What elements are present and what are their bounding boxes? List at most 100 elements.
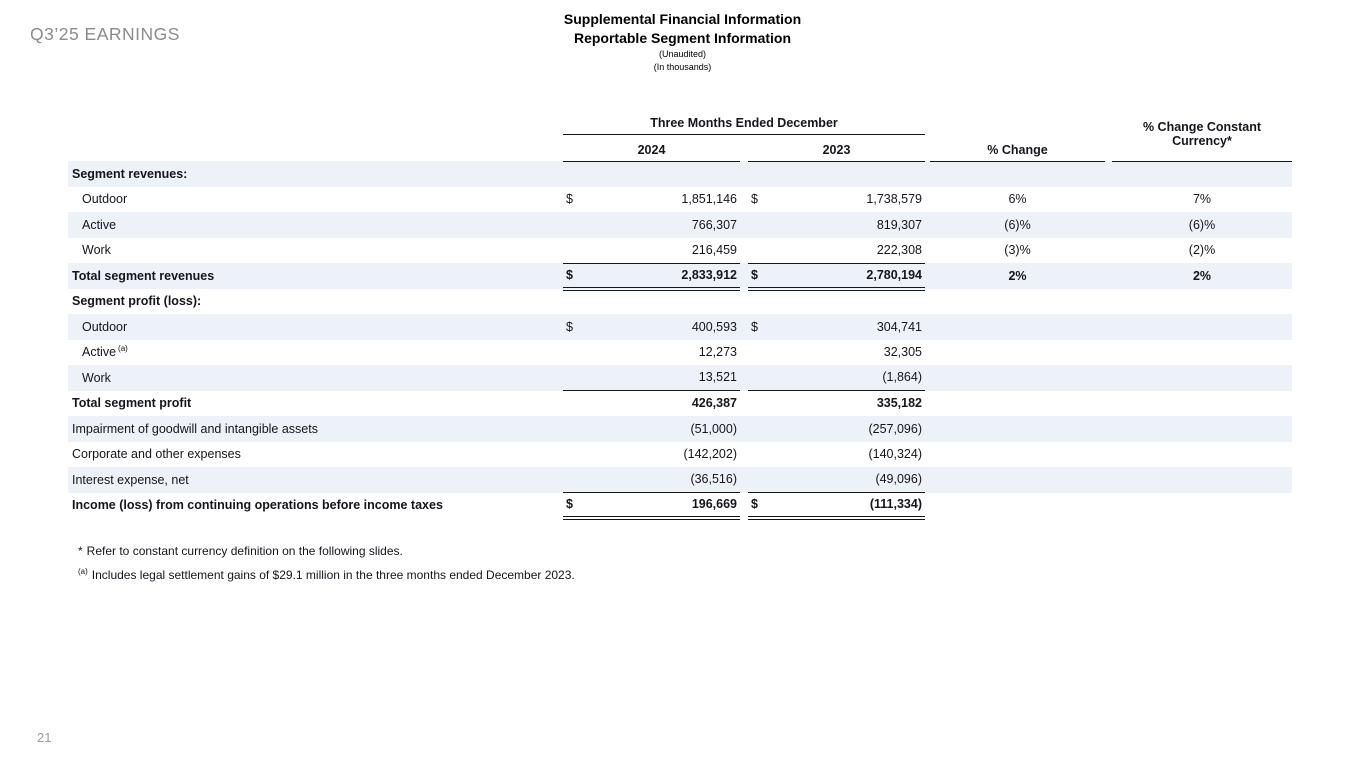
gap-cell xyxy=(740,161,748,187)
value-cell-2023: (1,864) xyxy=(748,365,925,391)
row-label: Interest expense, net xyxy=(72,472,189,487)
value-2023: 222,308 xyxy=(876,242,922,257)
gap-cell xyxy=(740,416,748,442)
value-pct-change: (6)% xyxy=(930,212,1105,238)
value-cell-2024: (36,516) xyxy=(563,467,740,493)
value-cell-2023: 32,305 xyxy=(748,340,925,366)
value-2023: 32,305 xyxy=(883,345,922,359)
value-pct-change: 2% xyxy=(930,263,1105,289)
header-label-spacer xyxy=(68,110,563,161)
row-label-cell: Outdoor xyxy=(68,187,563,213)
gap-cell xyxy=(740,212,748,238)
value-pct-change xyxy=(930,467,1105,493)
value-2024: 13,521 xyxy=(698,370,737,385)
table-row: Impairment of goodwill and intangible as… xyxy=(68,416,1292,442)
row-label-cell: Active xyxy=(68,212,563,238)
value-pct-change xyxy=(930,289,1105,315)
value-pct-change-constant-currency xyxy=(1112,161,1292,187)
value-pct-change: 6% xyxy=(1008,192,1027,206)
value-cell-2023: 222,308 xyxy=(748,237,925,264)
footnote-star-marker: * xyxy=(78,544,83,558)
row-label: Total segment profit xyxy=(72,396,192,410)
slide-title-line1: Supplemental Financial Information xyxy=(563,11,802,27)
gap-cell xyxy=(925,365,930,391)
value-cell-2023: 335,182 xyxy=(748,391,925,417)
row-label: Segment profit (loss): xyxy=(72,294,202,308)
gap-cell xyxy=(740,391,748,417)
value-cell-2023 xyxy=(748,161,925,187)
gap-cell xyxy=(1105,493,1112,519)
slide-subtitle-in-thousands: (In thousands) xyxy=(653,61,712,72)
value-pct-change xyxy=(930,493,1105,519)
column-group-header: Three Months Ended December xyxy=(563,110,925,135)
row-label-cell: Interest expense, net xyxy=(68,467,563,493)
table-row: Active (a) 12,273 32,305 xyxy=(68,340,1292,366)
value-pct-change-constant-currency xyxy=(1112,416,1292,442)
table-row: Work 13,521 (1,864) xyxy=(68,365,1292,391)
value-cell-2023: 819,307 xyxy=(748,212,925,238)
gap-cell xyxy=(740,365,748,391)
row-label-cell: Corporate and other expenses xyxy=(68,442,563,468)
row-label: Active xyxy=(82,217,117,232)
column-header-pcc-text: % Change Constant Currency* xyxy=(1142,119,1262,149)
value-pct-change xyxy=(930,391,1105,417)
value-cell-2023: $2,780,194 xyxy=(748,263,925,291)
table-row: Total segment profit 426,387 335,182 xyxy=(68,391,1292,417)
column-header-pct-change: % Change xyxy=(930,110,1105,162)
value-2023: (1,864) xyxy=(882,370,922,385)
value-pct-change-constant-currency xyxy=(1112,493,1292,519)
row-label-cell: Work xyxy=(68,238,563,264)
row-label-cell: Income (loss) from continuing operations… xyxy=(68,493,563,519)
header-row-years: 2024 2023 xyxy=(68,134,1292,162)
slide-eyebrow: Q3’25 EARNINGS xyxy=(30,24,180,44)
value-2024: (51,000) xyxy=(690,421,737,436)
value-2024: 12,273 xyxy=(698,345,737,359)
value-2023: (257,096) xyxy=(868,421,922,436)
value-2024: 766,307 xyxy=(691,217,737,232)
table-row: Interest expense, net (36,516) (49,096) xyxy=(68,467,1292,493)
row-label-cell: Segment revenues: xyxy=(68,161,563,187)
footnote-legal-settlement: (a) Includes legal settlement gains of $2… xyxy=(78,567,575,582)
row-label: Segment revenues: xyxy=(72,166,188,181)
gap-cell xyxy=(1105,212,1112,238)
gap-cell xyxy=(1105,340,1112,366)
footnote-a-marker: (a) xyxy=(78,567,88,577)
gap-cell xyxy=(925,263,930,289)
gap-cell xyxy=(740,238,748,264)
page-number: 21 xyxy=(37,730,52,745)
column-header-2024: 2024 xyxy=(563,134,740,162)
footnote-constant-currency: * Refer to constant currency definition o… xyxy=(78,544,575,558)
dollar-sign-2024: $ xyxy=(566,319,573,334)
value-cell-2024: 426,387 xyxy=(563,391,740,417)
value-pct-change: (3)% xyxy=(1004,243,1031,257)
value-2024: 216,459 xyxy=(691,242,737,257)
gap-cell xyxy=(740,263,748,289)
slide-subtitle-unaudited: (Unaudited) xyxy=(658,48,707,59)
gap-cell xyxy=(1105,238,1112,264)
gap-cell xyxy=(925,212,930,238)
header-row-group: Three Months Ended December % Change % C… xyxy=(68,110,1292,162)
gap-cell xyxy=(740,314,748,340)
gap-cell xyxy=(1105,187,1112,213)
value-pct-change xyxy=(930,416,1105,442)
row-label: Income (loss) from continuing operations… xyxy=(72,498,443,512)
table-row: Outdoor $1,851,146 $1,738,579 6% 7% xyxy=(68,187,1292,213)
row-label: Outdoor xyxy=(82,319,128,334)
value-2023: (111,334) xyxy=(869,497,922,512)
gap-cell xyxy=(740,442,748,468)
value-2024: 196,669 xyxy=(691,497,737,512)
value-pct-change xyxy=(930,314,1105,340)
row-label-cell: Total segment profit xyxy=(68,391,563,417)
table-row: Active 766,307 819,307 (6)% (6)% xyxy=(68,212,1292,238)
value-2024: 426,387 xyxy=(691,396,737,411)
slide-title-block: Supplemental Financial Information Repor… xyxy=(0,10,1365,74)
value-pct-change xyxy=(930,340,1105,366)
dollar-sign-2023: $ xyxy=(751,319,758,334)
value-cell-2024: (142,202) xyxy=(563,442,740,468)
footnotes: * Refer to constant currency definition o… xyxy=(78,544,575,592)
value-2023: 335,182 xyxy=(876,396,922,411)
table-row: Work 216,459 222,308 (3)% (2)% xyxy=(68,237,1292,264)
dollar-sign-2024: $ xyxy=(566,267,573,282)
value-pct-change-constant-currency xyxy=(1112,289,1292,315)
value-pct-change-constant-currency: (2)% xyxy=(1188,243,1216,257)
